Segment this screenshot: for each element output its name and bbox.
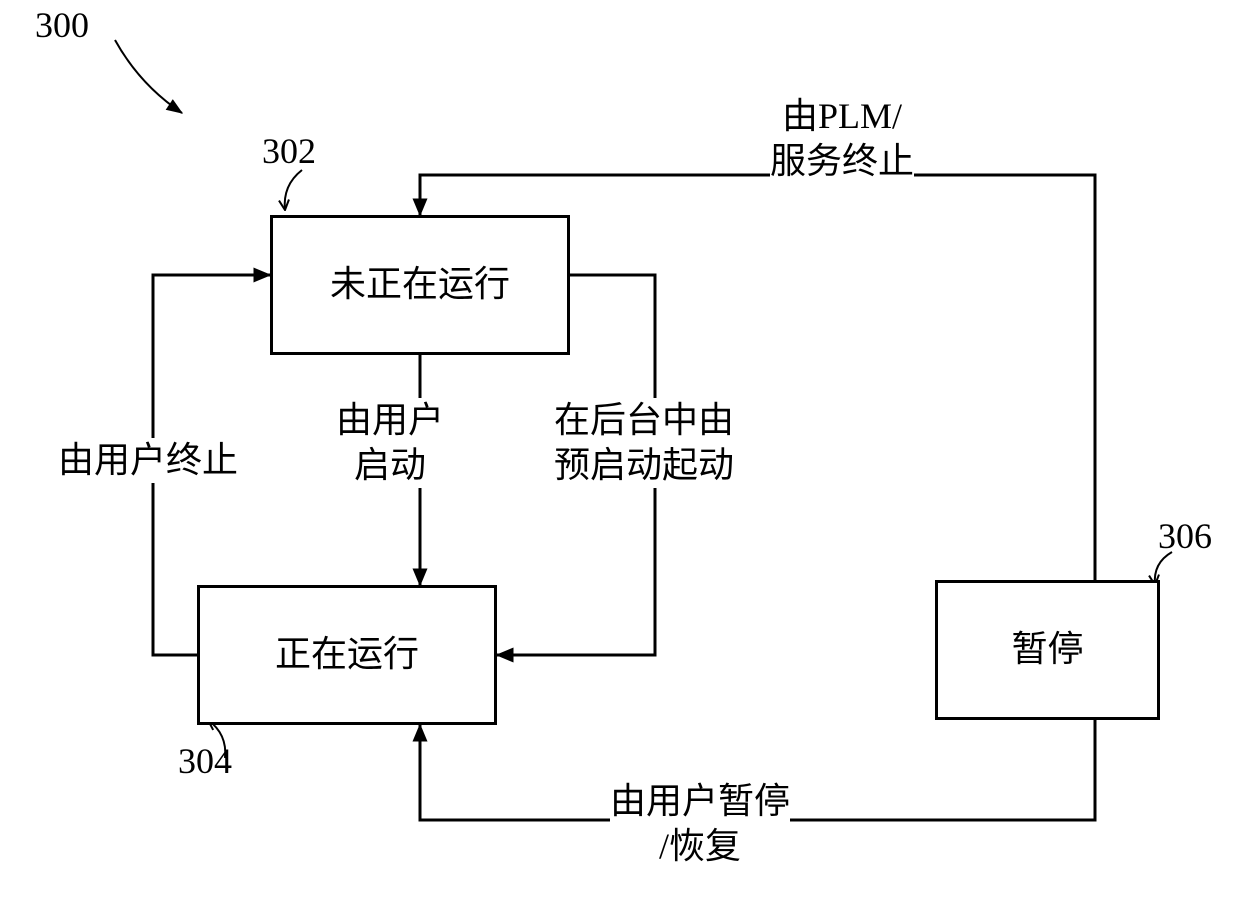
leader-1 [285,170,302,210]
edge-label-user_terminate: 由用户终止 [58,438,238,483]
ref-paused: 306 [1158,515,1212,557]
diagram-stage: 未正在运行302正在运行304暂停306300由用户启动在后台中由预启动起动由用… [0,0,1240,903]
node-label: 正在运行 [275,633,419,676]
edge-label-plm_terminate: 由PLM/服务终止 [770,94,914,184]
node-paused: 暂停 [935,580,1160,720]
ref-not_running: 302 [262,130,316,172]
figure-ref: 300 [35,4,89,46]
node-label: 暂停 [1011,628,1083,671]
node-label: 未正在运行 [330,263,510,306]
node-running: 正在运行 [197,585,497,725]
edge-label-user_suspend_resume: 由用户暂停/恢复 [610,779,790,869]
edge-label-prelaunch_bg: 在后台中由预启动起动 [554,398,734,488]
edge-label-user_start: 由用户启动 [336,398,444,488]
leader-0 [115,40,182,113]
ref-running: 304 [178,740,232,782]
node-not_running: 未正在运行 [270,215,570,355]
